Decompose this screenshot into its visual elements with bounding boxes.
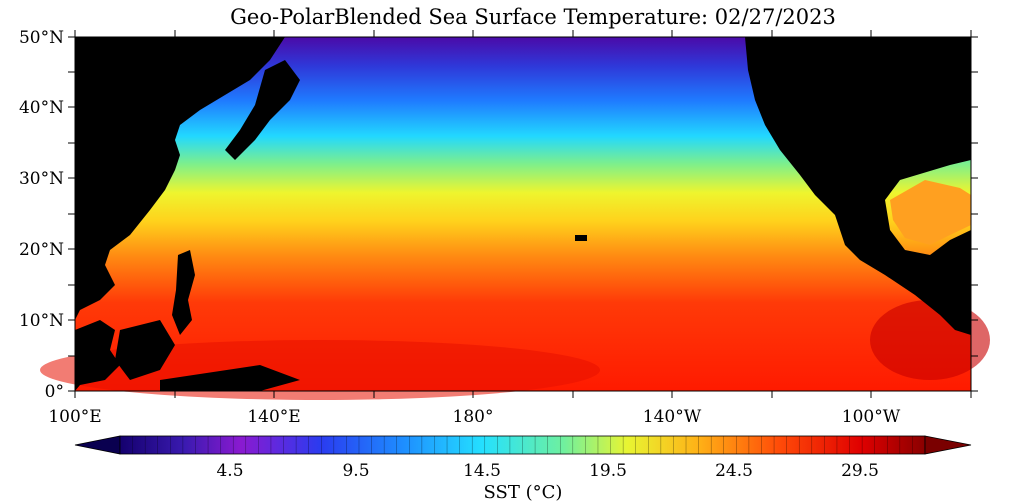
x-tick-label: 140°E [247, 407, 300, 427]
land-philippines [172, 250, 195, 335]
y-axis-ticks [68, 36, 978, 392]
colorbar-tick-label: 29.5 [841, 461, 879, 481]
map-title: Geo-PolarBlended Sea Surface Temperature… [230, 5, 836, 29]
land-borneo-sulawesi [115, 320, 175, 380]
colorbar-tick-label: 19.5 [589, 461, 627, 481]
colorbar-tick-label: 4.5 [216, 461, 243, 481]
y-tick-label: 0° [45, 382, 64, 402]
y-tick-label: 30°N [19, 169, 64, 189]
land-north-america [745, 37, 971, 335]
y-tick-label: 40°N [19, 98, 64, 118]
gulf-of-mexico [890, 180, 971, 245]
land-new-guinea [160, 365, 300, 391]
y-tick-label: 10°N [19, 311, 64, 331]
land-asia [75, 37, 285, 320]
land-indochina [75, 320, 120, 391]
y-tick-label: 20°N [19, 240, 64, 260]
colorbar-tick-label: 14.5 [463, 461, 501, 481]
x-tick-label: 100°E [48, 407, 101, 427]
colorbar-tick-label: 9.5 [342, 461, 369, 481]
east-pacific-warm-pool [870, 300, 990, 380]
colorbar [74, 435, 972, 455]
x-axis-ticks [74, 30, 972, 398]
x-tick-label: 100°W [842, 407, 901, 427]
colorbar-low-arrow [74, 435, 121, 455]
land-japan [225, 60, 300, 160]
x-tick-label: 140°W [643, 407, 702, 427]
y-tick-label: 50°N [19, 28, 64, 48]
colorbar-high-arrow [924, 435, 972, 455]
colorbar-label: SST (°C) [484, 482, 563, 503]
x-tick-label: 180° [453, 407, 494, 427]
colorbar-tick-label: 24.5 [715, 461, 753, 481]
land-hawaii [575, 235, 587, 241]
colorbar-divisions [132, 436, 913, 454]
